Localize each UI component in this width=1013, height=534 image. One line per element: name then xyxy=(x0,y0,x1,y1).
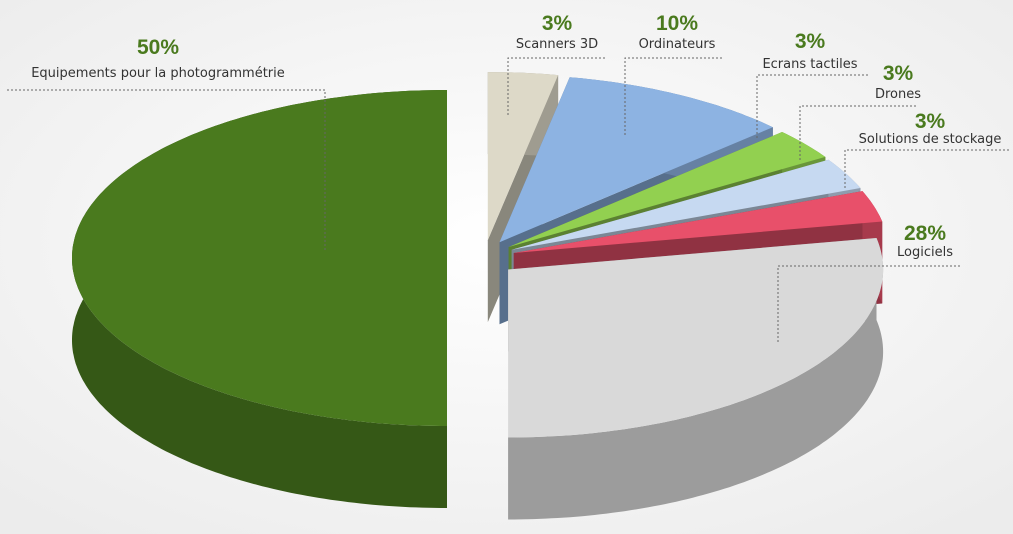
category-label: Equipements pour la photogrammétrie xyxy=(31,66,285,81)
value-label: 3% xyxy=(915,110,946,133)
slice xyxy=(487,72,559,241)
category-label: Logiciels xyxy=(897,245,953,260)
leader-line xyxy=(5,89,326,250)
category-label: Solutions de stockage xyxy=(859,132,1002,147)
leader-line xyxy=(799,105,918,160)
labels: 3% Scanners 3D 10% Ordinateurs 3% Ecrans tact… xyxy=(5,12,1010,342)
value-label: 50% xyxy=(137,36,179,59)
slice xyxy=(513,191,883,253)
leader-line xyxy=(777,265,960,342)
value-label: 10% xyxy=(656,12,698,35)
pie xyxy=(72,72,884,520)
slice xyxy=(72,90,447,426)
value-label: 3% xyxy=(542,12,573,35)
value-label: 28% xyxy=(904,222,946,245)
slice xyxy=(508,132,826,247)
value-label: 3% xyxy=(795,30,826,53)
slice xyxy=(511,159,861,250)
leader-line xyxy=(507,57,605,115)
leader-line xyxy=(844,149,1010,188)
category-label: Scanners 3D xyxy=(516,37,598,52)
category-label: Ecrans tactiles xyxy=(762,57,857,72)
category-label: Ordinateurs xyxy=(639,37,716,52)
category-label: Drones xyxy=(875,87,921,102)
value-label: 3% xyxy=(883,62,914,85)
slice xyxy=(508,238,884,438)
leader-line xyxy=(624,57,722,135)
leader-line xyxy=(756,74,868,138)
slice xyxy=(499,77,773,243)
slice-side xyxy=(508,238,884,520)
